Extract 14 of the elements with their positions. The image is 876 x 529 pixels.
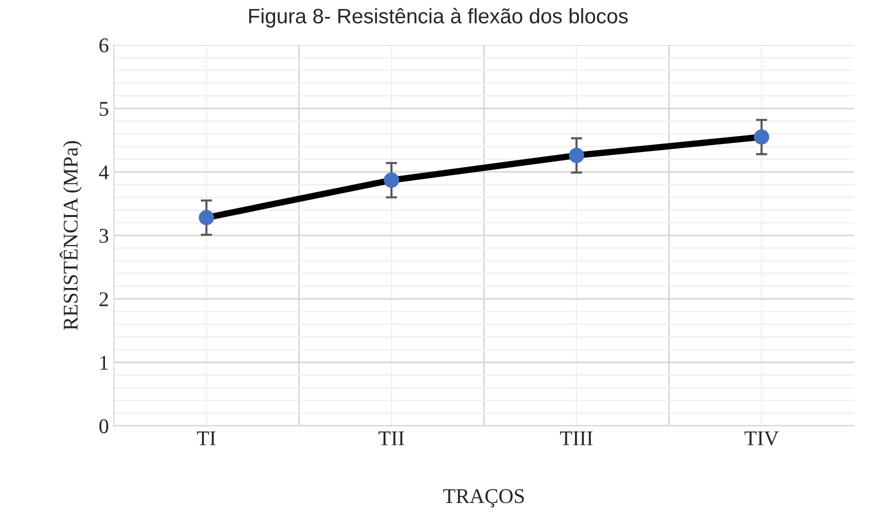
chart-title: Figura 8- Resistência à flexão dos blocos xyxy=(249,8,628,28)
x-tick-label: TI xyxy=(196,432,216,446)
x-tick-label: TIV xyxy=(744,432,779,446)
y-tick-label: 4 xyxy=(99,165,109,180)
x-tick-label: TII xyxy=(378,432,404,446)
y-tick-label: 0 xyxy=(99,419,108,434)
y-tick-label: 5 xyxy=(100,102,108,116)
y-tick-label: 6 xyxy=(99,38,108,52)
y-axis-title: RESISTÊNCIA (MPa) xyxy=(60,141,82,330)
y-tick-label: 1 xyxy=(100,356,108,370)
x-axis-title: TRAÇOS xyxy=(443,489,524,508)
y-tick-label: 2 xyxy=(100,292,108,306)
x-tick-label: TIII xyxy=(560,432,593,446)
y-tick-label: 3 xyxy=(100,228,108,243)
